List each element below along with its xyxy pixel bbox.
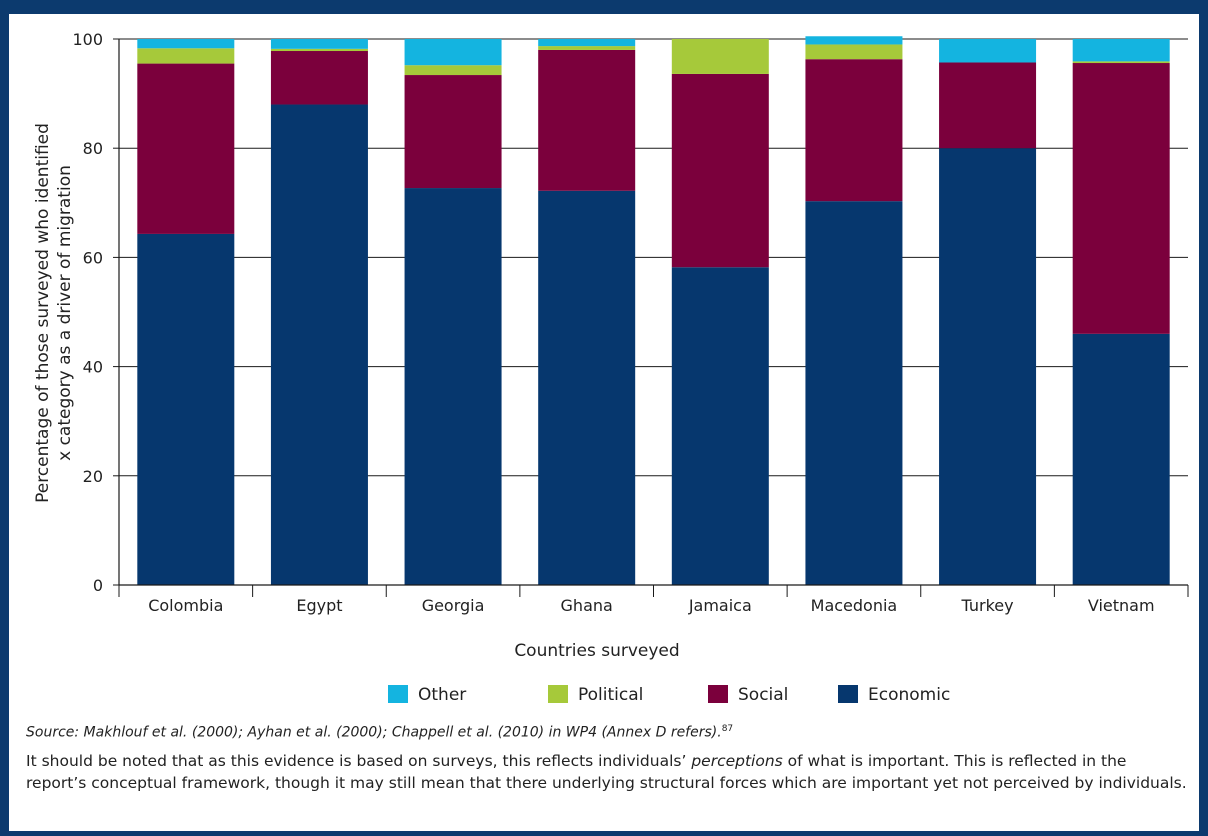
x-tick-label: Georgia — [422, 596, 485, 615]
bar-other-vietnam — [1072, 39, 1170, 62]
bar-political-georgia — [404, 65, 502, 76]
bar-social-ghana — [538, 49, 636, 191]
note-emphasis: perceptions — [691, 752, 783, 770]
bar-political-colombia — [137, 48, 235, 64]
x-tick-label: Vietnam — [1088, 596, 1155, 615]
bar-social-georgia — [404, 75, 502, 189]
legend-swatch-political — [548, 685, 568, 703]
figure-header-strip — [0, 0, 1208, 14]
bar-other-egypt — [270, 39, 368, 49]
bars — [137, 36, 1170, 586]
legend-swatch-economic — [838, 685, 858, 703]
y-axis-title: Percentage of those surveyed who identif… — [33, 123, 75, 503]
x-tick-label: Ghana — [561, 596, 613, 615]
bar-political-vietnam — [1072, 61, 1170, 64]
x-axis-title: Countries surveyed — [514, 641, 679, 661]
bar-political-ghana — [538, 46, 636, 50]
note-text-after: of what is important. This is reflected … — [26, 752, 1187, 792]
bar-social-jamaica — [671, 73, 769, 268]
source-citation: Source: Makhlouf et al. (2000); Ayhan et… — [26, 724, 733, 741]
bar-social-vietnam — [1072, 63, 1170, 334]
bar-other-georgia — [404, 39, 502, 66]
axes: 0 20 40 60 80 100 Colombia Egypt Georgia Ghana Jam… — [72, 30, 1189, 615]
legend-label-other: Other — [418, 685, 466, 705]
note-paragraph: It should be noted that as this evidence… — [26, 750, 1191, 794]
bar-economic-macedonia — [805, 201, 903, 585]
bar-political-macedonia — [805, 44, 903, 60]
y-tick-label: 100 — [72, 30, 103, 49]
bar-economic-georgia — [404, 188, 502, 585]
y-tick-label: 80 — [83, 139, 103, 158]
bar-economic-colombia — [137, 233, 235, 586]
bar-social-colombia — [137, 63, 235, 234]
y-tick-label: 20 — [83, 467, 103, 486]
bar-other-turkey — [939, 39, 1037, 63]
bar-economic-egypt — [270, 104, 368, 586]
bar-political-egypt — [270, 48, 368, 52]
y-axis-title-line-2: x category as a driver of migration — [55, 165, 75, 461]
bar-social-turkey — [939, 62, 1037, 149]
bar-social-macedonia — [805, 59, 903, 202]
x-tick-label: Turkey — [961, 596, 1014, 615]
bar-other-ghana — [538, 39, 636, 47]
y-axis-title-line-1: Percentage of those surveyed who identif… — [33, 123, 53, 503]
x-tick-label: Egypt — [296, 596, 342, 615]
note-text-before: It should be noted that as this evidence… — [26, 752, 692, 770]
legend-label-political: Political — [578, 685, 643, 705]
x-tick-label: Jamaica — [688, 596, 752, 615]
footnote-ref: 87 — [721, 724, 734, 734]
bar-other-macedonia — [805, 36, 903, 45]
bar-other-colombia — [137, 39, 235, 49]
bar-political-jamaica — [671, 39, 769, 74]
legend-label-social: Social — [738, 685, 788, 705]
y-tick-label: 60 — [83, 248, 103, 267]
legend-swatch-social — [708, 685, 728, 703]
legend-label-economic: Economic — [868, 685, 950, 705]
source-text: Source: Makhlouf et al. (2000); Ayhan et… — [26, 724, 722, 741]
bar-social-egypt — [270, 51, 368, 105]
bar-economic-ghana — [538, 190, 636, 586]
bar-economic-jamaica — [671, 267, 769, 585]
legend-swatch-other — [388, 685, 408, 703]
x-tick-label: Macedonia — [811, 596, 898, 615]
stacked-bar-chart: 0 20 40 60 80 100 Colombia Egypt Georgia Ghana Jam… — [33, 30, 1189, 705]
bar-economic-vietnam — [1072, 333, 1170, 585]
x-tick-label: Colombia — [148, 596, 223, 615]
legend: Other Political Social Economic — [388, 685, 950, 705]
y-tick-label: 0 — [93, 576, 103, 595]
bar-economic-turkey — [939, 148, 1037, 585]
y-tick-label: 40 — [83, 358, 103, 377]
